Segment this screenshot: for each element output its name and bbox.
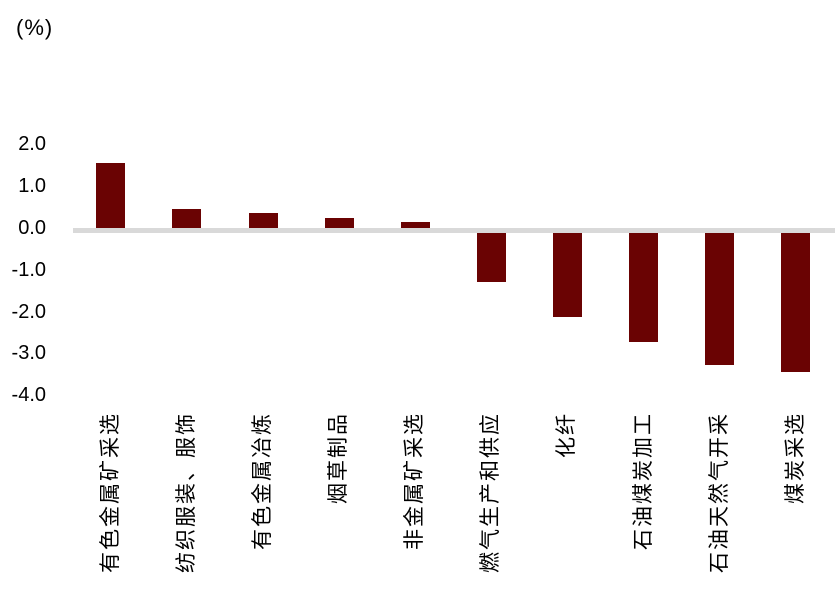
x-axis-category-label: 石油煤炭加工: [631, 412, 655, 550]
zero-axis-line: [73, 228, 835, 233]
bar: [172, 209, 202, 228]
bar: [400, 221, 430, 228]
bar: [705, 233, 735, 366]
y-axis-tick-label: 0.0: [18, 217, 46, 239]
x-axis-category-label: 煤炭采选: [783, 412, 807, 504]
bar: [476, 233, 506, 282]
y-axis-tick-label: -3.0: [11, 342, 46, 365]
x-axis-category-label: 非金属矿采选: [403, 412, 427, 550]
bar: [248, 213, 278, 228]
y-axis-tick-label: -1.0: [11, 258, 46, 281]
y-axis-tick-label: -2.0: [11, 300, 46, 323]
y-axis-tick-label: 2.0: [18, 133, 46, 156]
x-axis-category-label: 化纤: [555, 412, 579, 458]
y-axis-unit-label: (%): [16, 15, 54, 40]
bar: [324, 217, 354, 228]
bar: [96, 163, 126, 228]
x-axis-category-label: 有色金属冶炼: [251, 412, 274, 550]
x-axis-category-label: 燃气生产和供应: [479, 412, 503, 573]
bar: [781, 233, 811, 372]
y-axis-tick-label: 1.0: [18, 175, 46, 198]
x-axis-category-label: 烟草制品: [327, 412, 351, 504]
x-axis-category-label: 石油天然气开采: [707, 412, 731, 573]
bar: [629, 233, 658, 343]
bar: [552, 233, 582, 318]
y-axis-tick-label: -4.0: [11, 384, 46, 407]
x-axis-category-label: 纺织服装、服饰: [174, 412, 198, 573]
x-axis-category-label: 有色金属矿采选: [98, 412, 122, 573]
